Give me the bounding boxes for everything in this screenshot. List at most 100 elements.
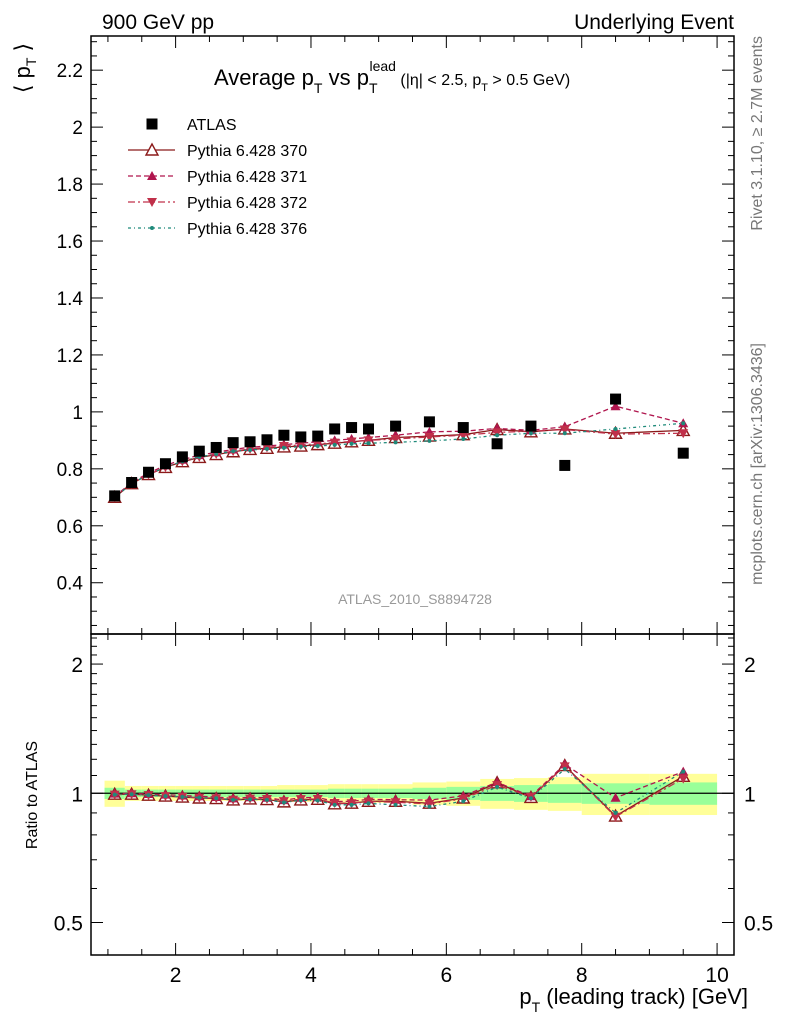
legend-label: Pythia 6.428 372 xyxy=(187,195,307,212)
side-label-mcplots: mcplots.cern.ch [arXiv:1306.3436] xyxy=(749,343,766,585)
main-data-point xyxy=(610,430,621,440)
ratio-data-point xyxy=(315,798,320,803)
ratio-data-point xyxy=(613,810,618,815)
main-data-point xyxy=(423,416,435,428)
ratio-data-point xyxy=(393,802,398,807)
ratio-data-point xyxy=(129,792,134,797)
main-data-point xyxy=(366,441,371,446)
ratio-data-point xyxy=(214,796,219,801)
chart-title: Average pT vs pTlead (|η| < 2.5, pT > 0.… xyxy=(214,58,570,96)
main-data-point xyxy=(231,449,236,454)
legend-entry: Pythia 6.428 376 xyxy=(128,221,307,238)
ratio-data-point xyxy=(681,769,686,774)
main-data-point xyxy=(349,441,354,446)
main-data-point xyxy=(248,448,253,453)
legend-marker-swatch xyxy=(150,226,154,230)
main-data-point xyxy=(363,436,374,446)
ratio-y-axis-label: Ratio to ATLAS xyxy=(24,741,41,849)
legend-marker-swatch xyxy=(144,142,160,156)
ratio-data-point xyxy=(610,812,621,822)
legend-label: Pythia 6.428 371 xyxy=(187,169,307,186)
main-data-point xyxy=(210,441,222,453)
legend: ATLAS Pythia 6.428 370 Pythia 6.428 371 Pyt… xyxy=(128,117,307,238)
ratio-y-tick-label: 2 xyxy=(71,654,83,677)
ratio-data-point xyxy=(231,797,236,802)
ratio-data-point xyxy=(163,794,168,799)
main-y-tick-label: 1.2 xyxy=(57,346,83,367)
main-y-tick-label: 1.6 xyxy=(57,232,83,253)
main-data-point xyxy=(281,445,286,450)
main-series-0 xyxy=(109,393,689,502)
main-data-point xyxy=(610,401,621,411)
main-y-tick-label: 0.4 xyxy=(57,574,84,595)
ratio-data-point xyxy=(559,762,570,772)
main-data-point xyxy=(244,436,256,448)
legend-marker-swatch xyxy=(147,171,157,180)
ratio-y-tick-label: 1 xyxy=(71,783,83,806)
legend-entry: ATLAS xyxy=(146,117,237,134)
ratio-y-tick-label: 0.5 xyxy=(54,912,83,935)
ratio-uncertainty-bands xyxy=(91,773,734,816)
x-tick-label: 4 xyxy=(305,964,317,987)
main-data-point xyxy=(458,431,469,441)
main-data-point xyxy=(295,431,307,443)
main-data-point xyxy=(528,431,533,436)
main-data-point xyxy=(677,447,689,459)
ratio-data-point xyxy=(332,802,337,807)
main-series-line xyxy=(114,428,684,498)
main-data-point xyxy=(193,445,205,457)
x-axis-label: pT (leading track) [GeV] xyxy=(519,984,748,1015)
ratio-data-point xyxy=(528,796,533,801)
ratio-data-point xyxy=(146,793,151,798)
legend-marker-swatch xyxy=(146,118,158,130)
main-data-point xyxy=(214,452,219,457)
x-tick-label: 6 xyxy=(440,964,452,987)
main-data-point xyxy=(143,466,155,478)
legend-entry: Pythia 6.428 370 xyxy=(128,142,307,160)
main-data-point xyxy=(346,422,358,434)
main-data-point xyxy=(492,428,503,438)
main-data-point xyxy=(312,430,324,442)
main-data-point xyxy=(109,490,121,502)
ratio-data-point xyxy=(458,794,469,804)
main-data-point xyxy=(332,442,337,447)
ratio-data-point xyxy=(197,795,202,800)
ratio-y-tick-label-right: 2 xyxy=(744,654,756,677)
main-data-point xyxy=(278,429,290,441)
ratio-series-3 xyxy=(112,767,686,815)
ratio-data-point xyxy=(180,794,185,799)
ratio-data-point xyxy=(264,797,269,802)
main-data-point xyxy=(126,477,138,489)
main-data-point xyxy=(427,438,432,443)
main-data-point xyxy=(559,425,570,435)
legend-label: ATLAS xyxy=(187,117,237,134)
main-y-tick-label: 0.6 xyxy=(57,517,83,538)
main-data-point xyxy=(176,451,188,463)
main-y-tick-label: 1.4 xyxy=(57,289,84,310)
main-data-point xyxy=(562,431,567,436)
x-tick-label: 10 xyxy=(705,964,728,987)
main-data-point xyxy=(390,420,402,432)
main-data-point xyxy=(298,444,303,449)
main-data-point xyxy=(681,421,686,426)
main-y-tick-label: 2 xyxy=(72,118,83,139)
ratio-series-layer xyxy=(107,758,691,822)
main-data-point xyxy=(491,438,503,450)
legend-entry: Pythia 6.428 371 xyxy=(128,169,307,186)
main-data-point xyxy=(329,423,341,435)
main-data-point xyxy=(525,420,537,432)
ratio-data-point xyxy=(461,799,466,804)
main-data-point xyxy=(393,440,398,445)
x-tick-label: 8 xyxy=(576,964,588,987)
ratio-data-point xyxy=(495,785,500,790)
ratio-data-point xyxy=(298,798,303,803)
x-tick-label: 2 xyxy=(170,964,182,987)
ratio-series-line xyxy=(114,768,684,814)
main-data-point xyxy=(457,422,469,434)
main-series-layer xyxy=(107,393,691,504)
ratio-data-point xyxy=(366,801,371,806)
main-data-point xyxy=(264,446,269,451)
ratio-data-point xyxy=(281,800,286,805)
main-plot-panel: 0.4 0.6 0.8 1 1.2 1.4 1.6 1.8 2 2.2 xyxy=(57,35,735,635)
